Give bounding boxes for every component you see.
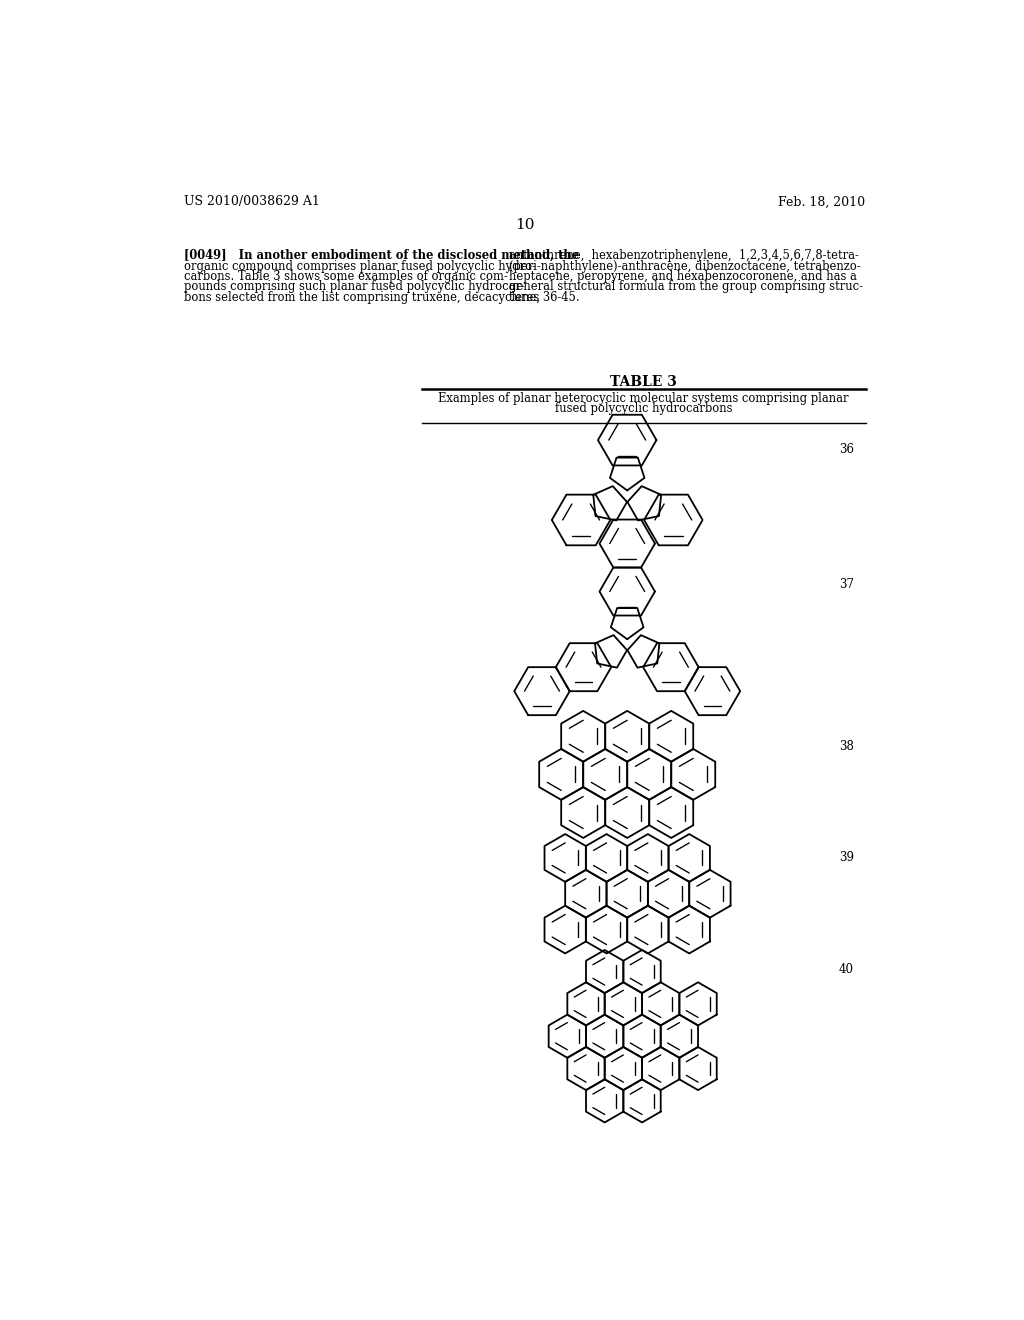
Text: 40: 40 xyxy=(839,964,854,975)
Text: [0049]   In another embodiment of the disclosed method, the: [0049] In another embodiment of the disc… xyxy=(184,249,580,263)
Text: 36: 36 xyxy=(839,444,854,457)
Text: TABLE 3: TABLE 3 xyxy=(610,375,677,389)
Text: general structural formula from the group comprising struc-: general structural formula from the grou… xyxy=(509,280,863,293)
Text: bons selected from the list comprising truxene, decacyclene,: bons selected from the list comprising t… xyxy=(184,290,541,304)
Text: 38: 38 xyxy=(839,739,854,752)
Text: pounds comprising such planar fused polycyclic hydrocar-: pounds comprising such planar fused poly… xyxy=(184,280,525,293)
Text: 39: 39 xyxy=(839,851,854,865)
Text: heptacene, peropyrene, and hexabenzocoronene, and has a: heptacene, peropyrene, and hexabenzocoro… xyxy=(509,271,857,282)
Text: fused polycyclic hydrocarbons: fused polycyclic hydrocarbons xyxy=(555,403,732,416)
Text: 10: 10 xyxy=(515,218,535,232)
Text: Feb. 18, 2010: Feb. 18, 2010 xyxy=(778,195,865,209)
Text: Examples of planar heterocyclic molecular systems comprising planar: Examples of planar heterocyclic molecula… xyxy=(438,392,849,405)
Text: carbons. Table 3 shows some examples of organic com-: carbons. Table 3 shows some examples of … xyxy=(184,271,508,282)
Text: tures 36-45.: tures 36-45. xyxy=(509,290,580,304)
Text: organic compound comprises planar fused polycyclic hydro-: organic compound comprises planar fused … xyxy=(184,260,537,273)
Text: 37: 37 xyxy=(839,578,854,591)
Text: antanthrene,  hexabenzotriphenylene,  1,2,3,4,5,6,7,8-tetra-: antanthrene, hexabenzotriphenylene, 1,2,… xyxy=(509,249,859,263)
Text: US 2010/0038629 A1: US 2010/0038629 A1 xyxy=(184,195,321,209)
Text: (peri-naphthylene)-anthracene, dibenzoctacene, tetrabenzo-: (peri-naphthylene)-anthracene, dibenzoct… xyxy=(509,260,861,273)
